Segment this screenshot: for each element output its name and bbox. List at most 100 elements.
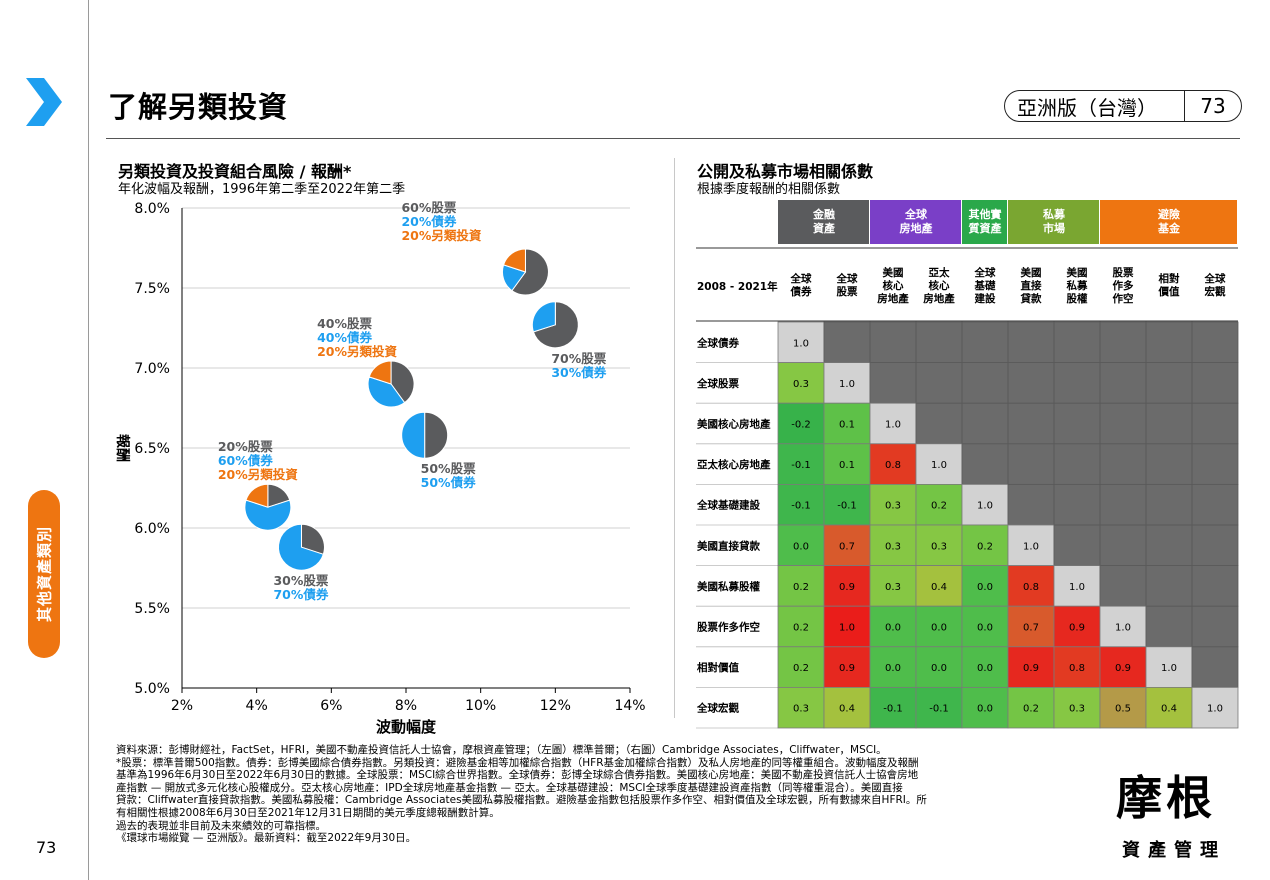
y-tick-label: 7.5% (134, 281, 170, 297)
heatmap-cell (823, 483, 871, 526)
pie-label: 30%股票 (273, 573, 328, 588)
chevron-right-icon (26, 78, 62, 126)
heatmap-cell (869, 443, 917, 485)
pie-label: 40%股票 (317, 316, 372, 331)
footnote-line: 產指數 — 開放式多元化核心股權成分。亞太核心房地產：IPD全球房地產基金指數 … (116, 781, 903, 794)
scatter-title: 另類投資及投資組合風險 / 報酬* (118, 162, 352, 181)
column-label: 私募 (1066, 279, 1089, 292)
row-label: 相對價值 (697, 661, 739, 674)
x-tick-label: 12% (540, 698, 571, 714)
heatmap-cell-value: -0.2 (791, 420, 811, 431)
footer-page-number: 73 (36, 838, 57, 857)
heatmap-cell (961, 483, 1009, 526)
heatmap-cell-value: 0.4 (839, 704, 855, 715)
pie-label: 40%債券 (317, 330, 372, 345)
column-label: 相對 (1159, 272, 1181, 285)
heatmap-cell (961, 646, 1009, 688)
heatmap-cell (869, 686, 917, 729)
row-label: 亞太核心房地產 (697, 458, 771, 471)
column-label: 股票 (1113, 267, 1135, 279)
heatmap-cell (777, 483, 825, 526)
heatmap-cell (1099, 686, 1147, 729)
heatmap-subtitle: 根據季度報酬的相關係數 (697, 182, 841, 197)
group-header-label: 避險 (1158, 207, 1180, 221)
heatmap-cell-value: 0.5 (1115, 704, 1131, 715)
pie-label: 50%股票 (421, 461, 476, 476)
heatmap-cell (961, 524, 1009, 566)
group-header-label: 其他實 (969, 207, 1002, 221)
heatmap-cell-value: 0.4 (1161, 704, 1177, 715)
side-tab-label: 其他資產類別 (35, 525, 54, 623)
heatmap-cell-value: 0.9 (1023, 663, 1039, 674)
x-tick-label: 10% (465, 698, 496, 714)
group-header-label: 金融 (812, 207, 835, 221)
pie-slice-bond (401, 411, 426, 459)
scatter-chart: 5.0% 5.5% 6.0% 6.5% 7.0% 7.5% 8.0% 2% 4% 6% 8% 10% 1… (114, 200, 646, 736)
pie-point (401, 411, 449, 459)
pie-slice-stock (424, 411, 449, 459)
heatmap-cell (1007, 686, 1055, 729)
column-label: 宏觀 (1205, 285, 1227, 298)
heatmap-cell-value: 0.0 (793, 541, 809, 552)
scatter-subtitle: 年化波幅及報酬，1996年第二季至2022年第二季 (118, 182, 406, 197)
column-label: 美國 (1067, 266, 1088, 279)
heatmap-cell (777, 605, 825, 648)
logo-mark: 摩根 (1116, 771, 1216, 825)
heatmap-cell (823, 646, 871, 688)
heatmap-cell-value: 0.2 (977, 541, 993, 552)
heatmap-cell-value: 0.3 (931, 541, 947, 552)
pie-point (244, 483, 292, 531)
heatmap-cell-value: -0.1 (837, 501, 857, 512)
heatmap-cell-value: 0.2 (793, 582, 809, 593)
heatmap-cell-value: 1.0 (839, 379, 855, 390)
heatmap-cell (915, 605, 963, 648)
pie-slice-alt (245, 483, 269, 508)
period-label: 2008 - 2021年 (697, 280, 778, 293)
footnote-line: 過去的表現並非目前及未來績效的可靠指標。 (116, 819, 326, 832)
heatmap-cell-value: 0.2 (931, 501, 947, 512)
column-label: 貸款 (1020, 292, 1043, 305)
heatmap-cell-value: 0.0 (885, 663, 901, 674)
row-label: 股票作多作空 (697, 621, 760, 634)
heatmap-cell-value: 0.0 (931, 663, 947, 674)
pie-slice-bond (531, 301, 556, 333)
row-label: 全球基礎建設 (696, 499, 760, 512)
footnotes: 資料來源：彭博財經社，FactSet，HFRI，美國不動產投資信託人士協會，摩根… (116, 744, 1040, 845)
x-tick-label: 6% (320, 698, 342, 714)
side-tab[interactable]: 其他資產類別 (28, 490, 60, 658)
heatmap-cell (823, 402, 871, 445)
pie-label: 30%債券 (551, 365, 606, 380)
x-axis-label: 波動幅度 (376, 718, 437, 736)
column-label: 全球 (974, 266, 996, 279)
heatmap-cell (869, 483, 917, 526)
edition-label: 亞洲版（台灣） (1005, 91, 1185, 121)
column-label: 直接 (1021, 279, 1043, 292)
pie-point (531, 301, 579, 349)
heatmap-cell (1053, 565, 1101, 607)
footnote-line: 有相關性根據2008年6月30日至2021年12月31日期間的美元季度總報酬數計… (116, 806, 500, 819)
pie-slice-bond (367, 376, 406, 408)
group-header-label: 全球 (904, 207, 928, 221)
heatmap-cell-value: 0.0 (885, 623, 901, 634)
heatmap-cell-value: 0.0 (977, 663, 993, 674)
heatmap-cell (869, 605, 917, 648)
row-label: 全球宏觀 (696, 702, 739, 715)
edition-badge: 亞洲版（台灣） 73 (1004, 90, 1242, 122)
group-header (870, 200, 961, 244)
heatmap-cell-value: 1.0 (1069, 582, 1085, 593)
group-header (778, 200, 869, 244)
heatmap-cell-value: 0.0 (977, 704, 993, 715)
heatmap-cell-value: 0.3 (885, 541, 901, 552)
heatmap-cell (961, 565, 1009, 607)
heatmap-cell (1053, 605, 1101, 648)
pie-point (277, 523, 325, 571)
column-label: 基礎 (974, 279, 996, 292)
heatmap-cell-value: 1.0 (839, 623, 855, 634)
row-label: 全球股票 (696, 377, 739, 390)
x-tick-label: 14% (614, 698, 645, 714)
pie-point (367, 360, 415, 408)
pie-slice-bond (277, 523, 324, 571)
y-axis-label: 報酬 (114, 434, 131, 462)
footnote-line: 《環球市場縱覽 — 亞洲版》。最新資料：截至2022年9月30日。 (116, 832, 417, 845)
footnote-line: 貸款：Cliffwater直接貸款指數。美國私募股權：Cambridge Ass… (116, 794, 927, 807)
